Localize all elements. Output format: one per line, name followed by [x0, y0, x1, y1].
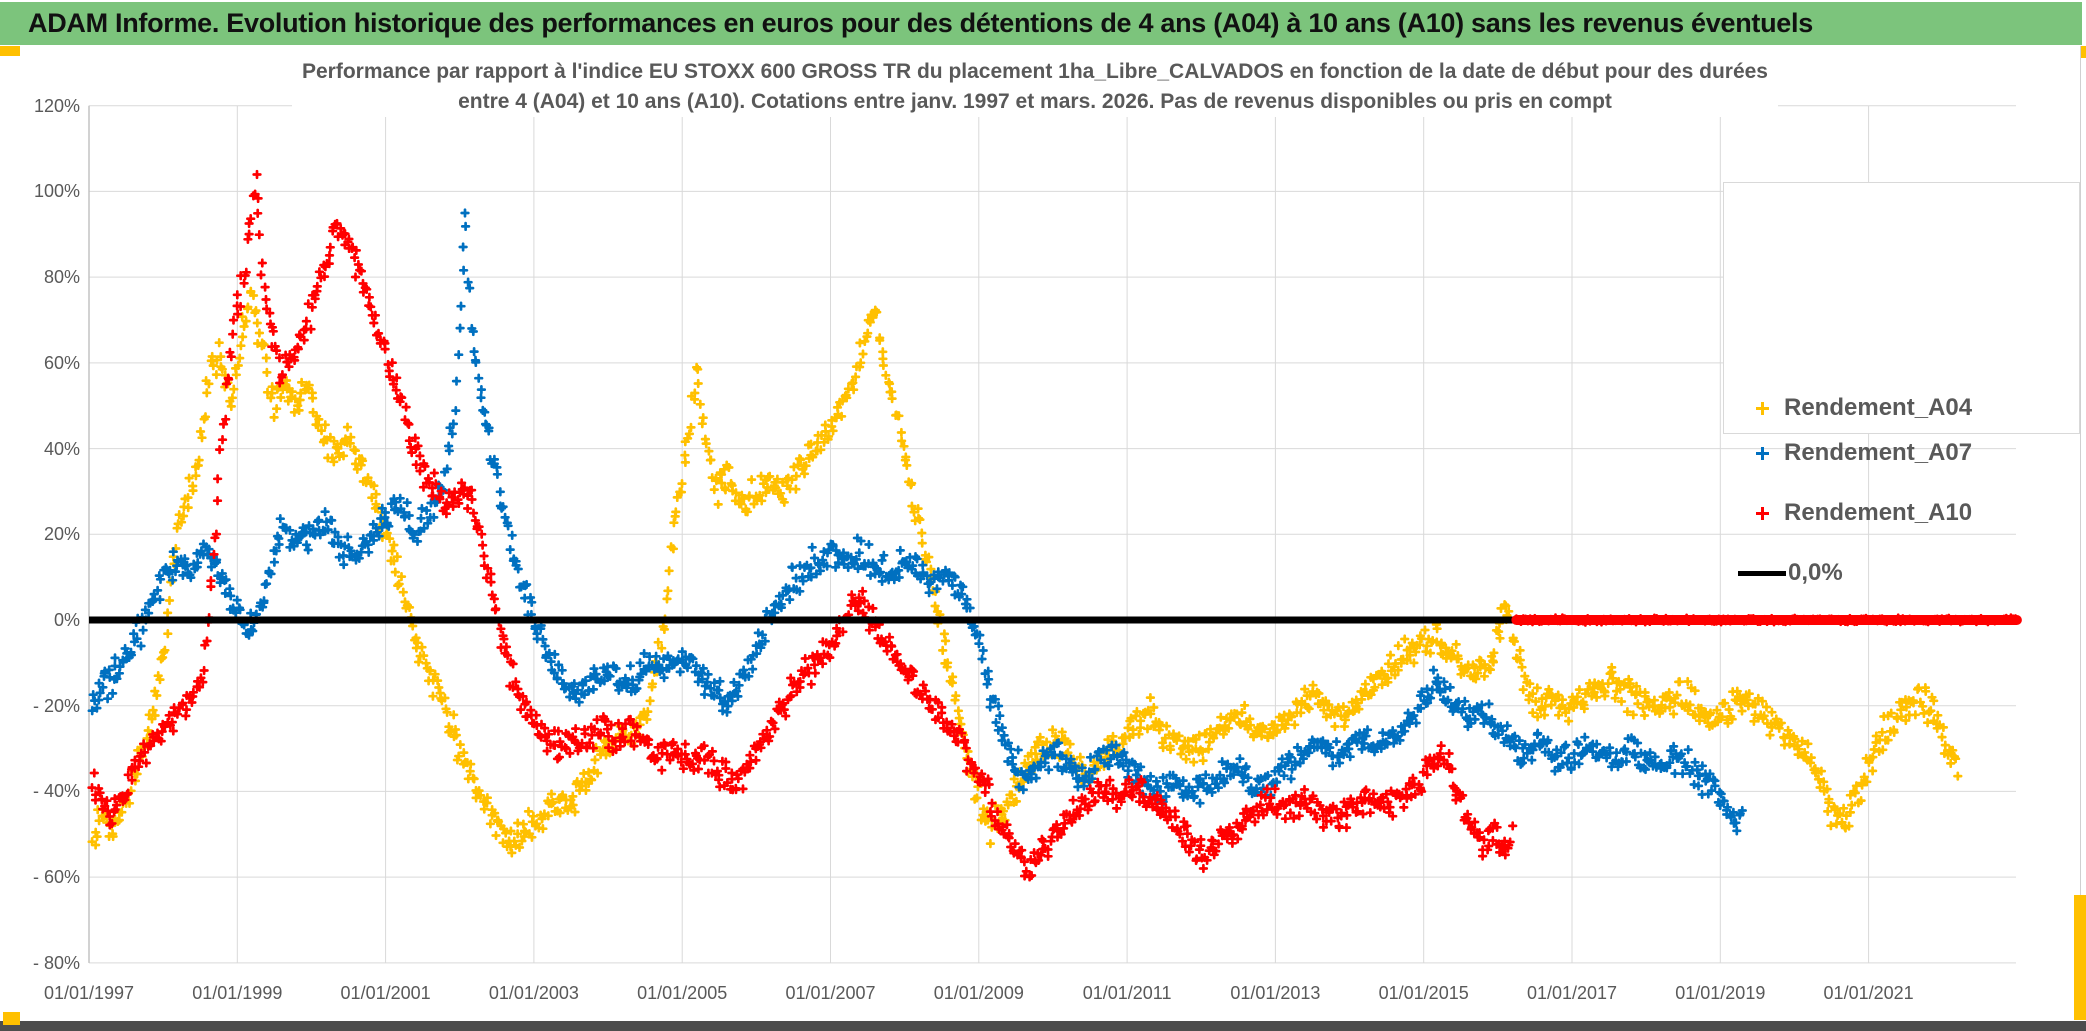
scatter-series-rendement_a07: [87, 208, 1747, 836]
x-tick-label: 01/01/2005: [637, 983, 728, 1003]
x-tick-label: 01/01/2001: [340, 983, 431, 1003]
y-tick-label: - 40%: [32, 781, 80, 802]
gold-corner-top-left: [0, 46, 20, 56]
x-tick-label: 01/01/2021: [1823, 983, 1914, 1003]
x-tick-label: 01/01/1997: [43, 983, 135, 1003]
y-tick-label: 100%: [33, 181, 80, 202]
chart-subtitle-line2: entre 4 (A04) et 10 ans (A10). Cotations…: [292, 87, 1778, 117]
chart-legend[interactable]: Rendement_A04 Rendement_A07 Rendement_A1…: [1723, 182, 2080, 586]
x-tick-label: 01/01/2011: [1082, 983, 1172, 1003]
gold-corner-top-right: [2081, 46, 2086, 58]
legend-label-a07: Rendement_A07: [1784, 439, 1973, 466]
plus-marker-icon: [1755, 401, 1770, 416]
legend-item-zero-line[interactable]: 0,0%: [1724, 558, 2079, 588]
scatter-series-rendement_a10: [87, 169, 1518, 882]
y-tick-label: 60%: [43, 352, 80, 373]
x-tick-label: 01/01/2017: [1526, 983, 1618, 1003]
gold-scroll-strip[interactable]: [2074, 895, 2086, 1020]
legend-label-zero: 0,0%: [1788, 559, 1843, 586]
zero-line-swatch-icon: [1738, 570, 1786, 576]
y-tick-label: 80%: [43, 267, 80, 288]
plus-marker-icon: [1755, 446, 1770, 461]
y-tick-label: - 80%: [32, 952, 80, 973]
x-tick-label: 01/01/2003: [488, 983, 579, 1003]
legend-item-a10[interactable]: Rendement_A10: [1724, 498, 2079, 528]
green-title-bar: ADAM Informe. Evolution historique des p…: [0, 2, 2082, 45]
x-tick-label: 01/01/1999: [192, 983, 283, 1003]
plus-marker-icon: [1755, 506, 1770, 521]
page-title: ADAM Informe. Evolution historique des p…: [28, 8, 1813, 38]
x-tick-label: 01/01/2007: [785, 983, 876, 1003]
legend-label-a10: Rendement_A10: [1784, 499, 1973, 526]
y-tick-label: - 20%: [32, 695, 80, 716]
x-tick-label: 01/01/2009: [933, 983, 1024, 1003]
red-zero-markers: [1511, 613, 2021, 627]
y-tick-label: 20%: [43, 524, 80, 545]
y-tick-label: 0%: [53, 610, 80, 630]
window-right-edge: [2080, 46, 2081, 1020]
y-tick-label: 120%: [33, 95, 80, 116]
legend-item-a07[interactable]: Rendement_A07: [1724, 438, 2079, 468]
scatter-series-rendement_a04: [87, 286, 1963, 858]
legend-label-a04: Rendement_A04: [1784, 394, 1973, 421]
bottom-status-bar: [0, 1021, 2086, 1031]
y-tick-label: 40%: [43, 438, 80, 459]
legend-item-a04[interactable]: Rendement_A04: [1724, 393, 2079, 423]
chart-subtitle: Performance par rapport à l'indice EU ST…: [292, 57, 1778, 117]
chart-subtitle-line1: Performance par rapport à l'indice EU ST…: [292, 57, 1778, 87]
x-tick-label: 01/01/2019: [1675, 983, 1766, 1003]
x-tick-label: 01/01/2013: [1230, 983, 1321, 1003]
x-tick-label: 01/01/2015: [1378, 983, 1469, 1003]
y-tick-label: - 60%: [32, 867, 80, 888]
gold-corner-bottom-left: [3, 1012, 20, 1025]
